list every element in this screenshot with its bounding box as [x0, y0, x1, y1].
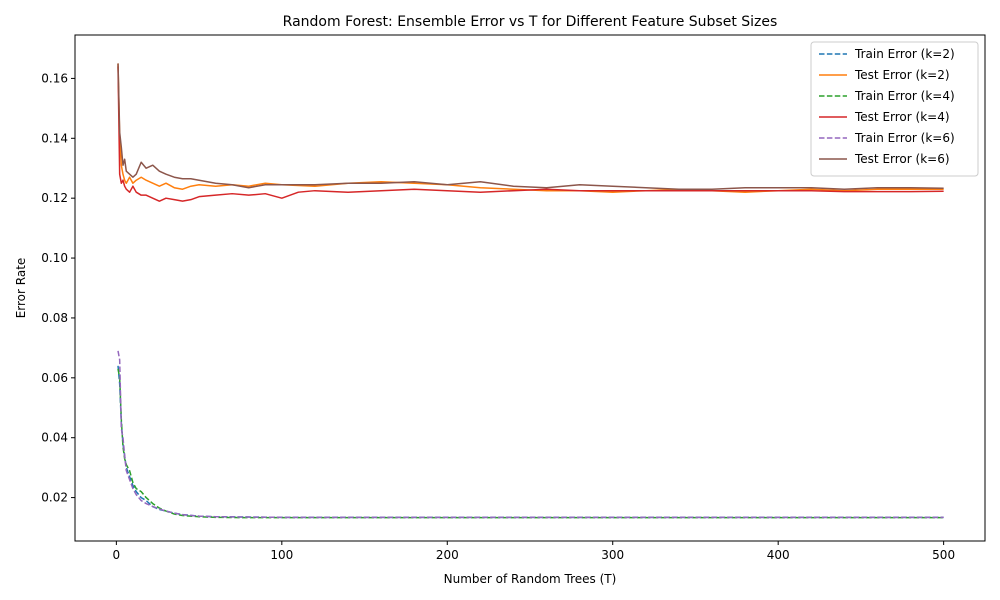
legend-label: Train Error (k=6)	[854, 131, 955, 145]
legend-label: Test Error (k=4)	[854, 110, 950, 124]
x-tick-label: 500	[932, 548, 955, 562]
series-line-1	[117, 365, 944, 519]
y-tick-label: 0.04	[41, 431, 68, 445]
y-axis-label: Error Rate	[14, 258, 28, 319]
legend-label: Test Error (k=2)	[854, 68, 950, 82]
series-line-6	[117, 63, 944, 190]
y-tick-label: 0.10	[41, 251, 68, 265]
legend-box	[810, 41, 979, 177]
series-layer	[117, 63, 944, 519]
plot-frame	[74, 34, 986, 542]
legend-label: Train Error (k=2)	[854, 47, 955, 61]
y-tick-label: 0.06	[41, 371, 68, 385]
legend-label: Test Error (k=6)	[854, 152, 950, 166]
x-axis-label: Number of Random Trees (T)	[444, 572, 617, 586]
x-tick-label: 200	[436, 548, 459, 562]
x-tick-label: 300	[601, 548, 624, 562]
y-tick-label: 0.12	[41, 191, 68, 205]
y-tick-label: 0.02	[41, 491, 68, 505]
series-line-3	[117, 368, 944, 519]
chart-title: Random Forest: Ensemble Error vs T for D…	[283, 14, 778, 30]
series-line-5	[117, 350, 944, 519]
y-tick-label: 0.16	[41, 71, 68, 85]
x-tick-label: 0	[113, 548, 121, 562]
legend-label: Train Error (k=4)	[854, 89, 955, 103]
y-tick-label: 0.14	[41, 131, 68, 145]
series-line-4	[117, 66, 944, 202]
y-tick-label: 0.08	[41, 311, 68, 325]
y-axis: 0.02 0.04 0.06 0.08 0.10 0.12 0.14 0.16	[41, 71, 75, 505]
legend: Train Error (k=2) Test Error (k=2) Train E…	[810, 41, 979, 177]
x-tick-label: 400	[767, 548, 790, 562]
x-tick-label: 100	[270, 548, 293, 562]
x-axis: 0 100 200 300 400 500	[113, 541, 955, 562]
